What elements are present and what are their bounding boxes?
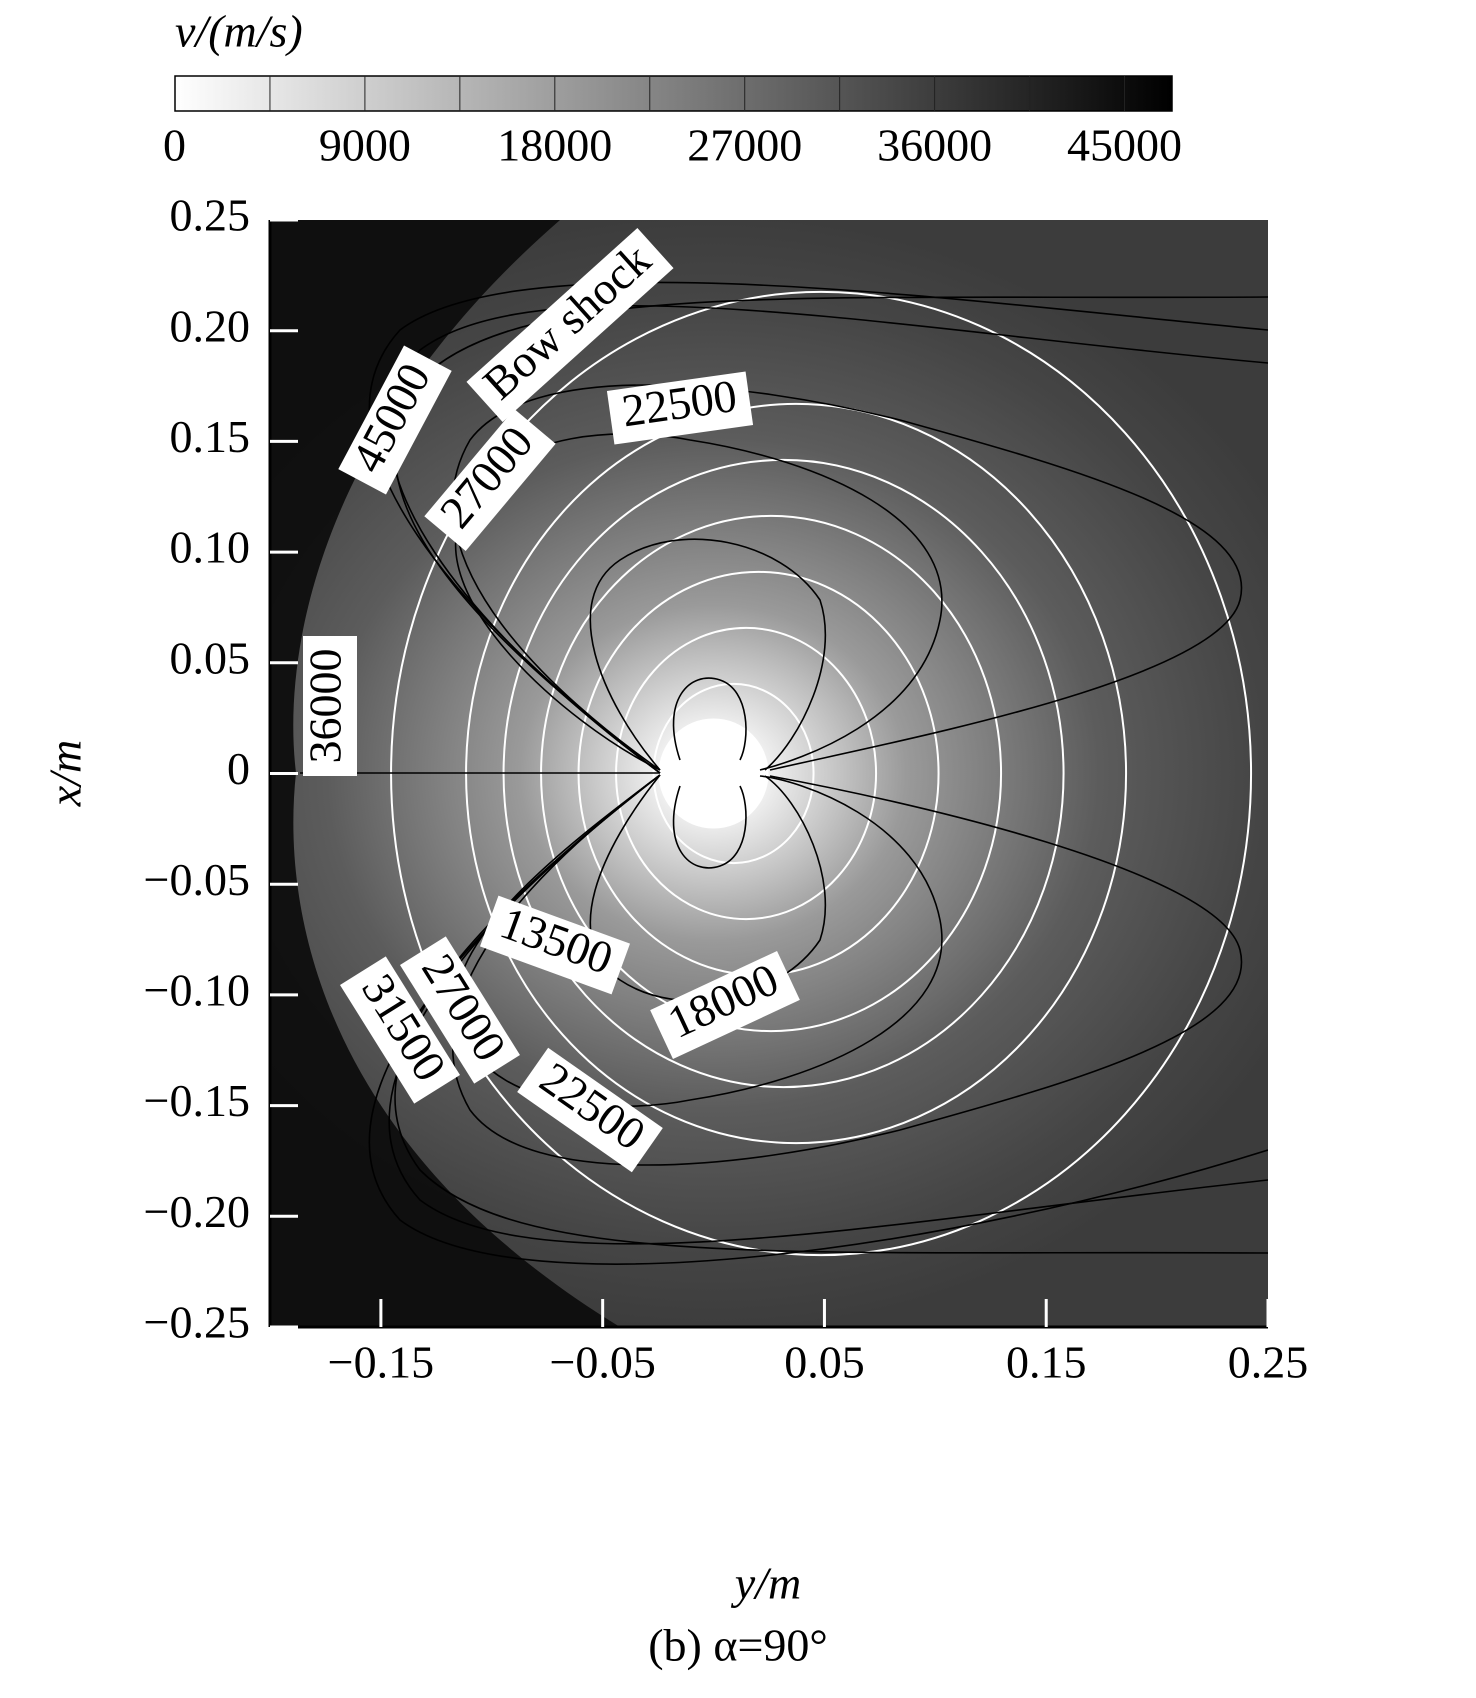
contour-label-box [517,1047,663,1173]
streamline [672,785,747,869]
body [658,718,769,829]
caption: (b) α=90° [648,1620,828,1671]
y-tick-label: 0 [227,743,250,794]
colorbar-tick-label: 36000 [877,120,992,171]
upstream-region [270,220,620,1327]
colorbar [174,75,1173,112]
y-tick-label: 0.20 [170,300,251,351]
colorbar-tick-label: 18000 [497,120,612,171]
contour-label-box [650,950,800,1060]
colorbar-tick-label: 0 [163,120,186,171]
y-tick-label: 0.10 [170,522,251,573]
y-tick-label: −0.15 [144,1075,250,1126]
x-tick-label: −0.15 [328,1337,434,1388]
x-tick-label: 0.05 [784,1337,865,1388]
streamline [452,384,1243,771]
x-tick-label: 0.15 [1006,1337,1087,1388]
contour-label-box [303,636,357,776]
plot-area [270,220,1268,1327]
streamline [672,677,747,761]
contour-label-box [424,409,556,551]
y-tick-label: −0.05 [144,854,250,905]
contour-label-box [606,371,754,445]
contour-label-box [479,895,631,995]
x-tick-label: 0.25 [1228,1337,1309,1388]
contour-label-box [400,936,520,1084]
y-tick-label: 0.25 [170,190,251,241]
x-axis-label: y/m [731,1558,801,1609]
y-tick-label: −0.20 [144,1186,250,1237]
contour-label: 36000 [300,649,351,764]
contour-label-box [340,956,460,1104]
colorbar-title: v/(m/s) [175,6,303,57]
colorbar-tick-label: 9000 [319,120,411,171]
y-tick-label: −0.10 [144,964,250,1015]
streamline [589,538,827,771]
colorbar-tick-label: 27000 [687,120,802,171]
streamline [388,305,1268,774]
x-tick-label: −0.05 [549,1337,655,1388]
y-tick-label: 0.05 [170,632,251,683]
y-tick-label: 0.15 [170,411,251,462]
colorbar-tick-label: 45000 [1067,120,1182,171]
annotation-box [466,227,674,423]
y-tick-label: −0.25 [144,1297,250,1348]
y-axis-label: x/m [40,740,91,807]
contour-label-box [338,345,452,495]
streamline [368,281,1268,774]
streamline [368,774,1268,1265]
